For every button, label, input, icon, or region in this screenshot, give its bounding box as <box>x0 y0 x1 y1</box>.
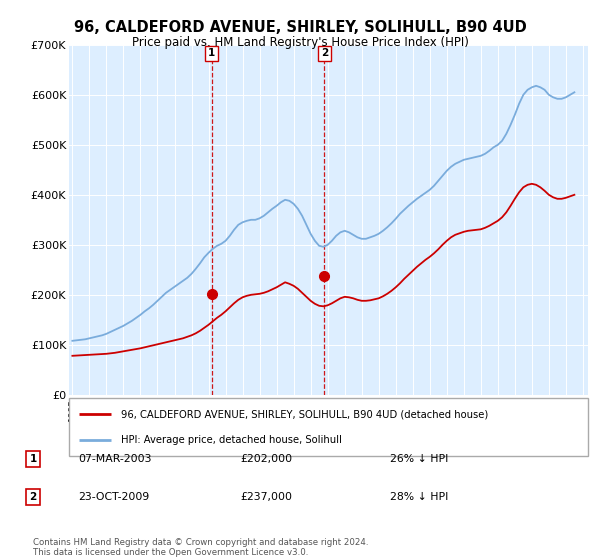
FancyBboxPatch shape <box>69 398 588 456</box>
Text: 96, CALDEFORD AVENUE, SHIRLEY, SOLIHULL, B90 4UD (detached house): 96, CALDEFORD AVENUE, SHIRLEY, SOLIHULL,… <box>121 409 488 419</box>
Text: 2: 2 <box>29 492 37 502</box>
Text: 23-OCT-2009: 23-OCT-2009 <box>78 492 149 502</box>
Text: 2: 2 <box>321 48 328 58</box>
Text: £237,000: £237,000 <box>240 492 292 502</box>
Text: Contains HM Land Registry data © Crown copyright and database right 2024.
This d: Contains HM Land Registry data © Crown c… <box>33 538 368 557</box>
Text: 1: 1 <box>208 48 215 58</box>
Text: £202,000: £202,000 <box>240 454 292 464</box>
Text: 1: 1 <box>29 454 37 464</box>
Text: Price paid vs. HM Land Registry's House Price Index (HPI): Price paid vs. HM Land Registry's House … <box>131 36 469 49</box>
Text: 96, CALDEFORD AVENUE, SHIRLEY, SOLIHULL, B90 4UD: 96, CALDEFORD AVENUE, SHIRLEY, SOLIHULL,… <box>74 20 526 35</box>
Text: 07-MAR-2003: 07-MAR-2003 <box>78 454 151 464</box>
Text: 26% ↓ HPI: 26% ↓ HPI <box>390 454 448 464</box>
Text: 28% ↓ HPI: 28% ↓ HPI <box>390 492 448 502</box>
Text: HPI: Average price, detached house, Solihull: HPI: Average price, detached house, Soli… <box>121 435 342 445</box>
